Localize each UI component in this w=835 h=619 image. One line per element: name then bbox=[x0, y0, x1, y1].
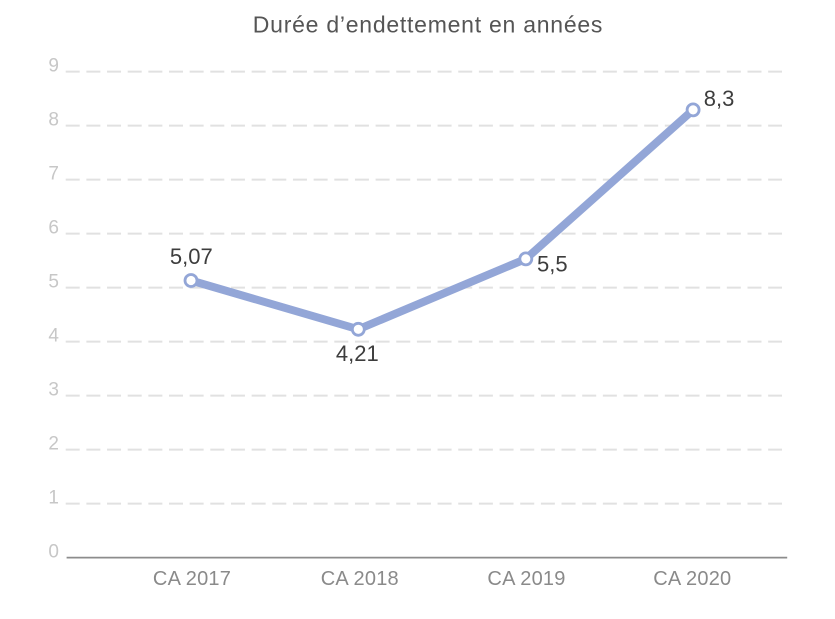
svg-text:CA 2019: CA 2019 bbox=[487, 568, 565, 590]
svg-text:CA 2020: CA 2020 bbox=[653, 568, 731, 590]
svg-text:8: 8 bbox=[48, 110, 59, 131]
svg-text:CA 2017: CA 2017 bbox=[153, 568, 231, 590]
svg-text:1: 1 bbox=[48, 488, 59, 509]
svg-text:4,21: 4,21 bbox=[336, 341, 379, 366]
svg-text:4: 4 bbox=[48, 326, 59, 347]
svg-text:7: 7 bbox=[48, 164, 59, 185]
svg-text:5,5: 5,5 bbox=[537, 252, 568, 277]
svg-text:9: 9 bbox=[48, 56, 59, 77]
svg-text:3: 3 bbox=[48, 380, 59, 401]
svg-text:Durée d’endettement en années: Durée d’endettement en années bbox=[253, 12, 603, 38]
svg-text:5: 5 bbox=[48, 272, 59, 293]
svg-text:CA 2018: CA 2018 bbox=[321, 568, 399, 590]
svg-text:6: 6 bbox=[48, 218, 59, 239]
svg-text:8,3: 8,3 bbox=[704, 86, 735, 111]
svg-text:2: 2 bbox=[48, 434, 59, 455]
svg-text:5,07: 5,07 bbox=[170, 244, 213, 269]
svg-text:0: 0 bbox=[48, 542, 59, 563]
